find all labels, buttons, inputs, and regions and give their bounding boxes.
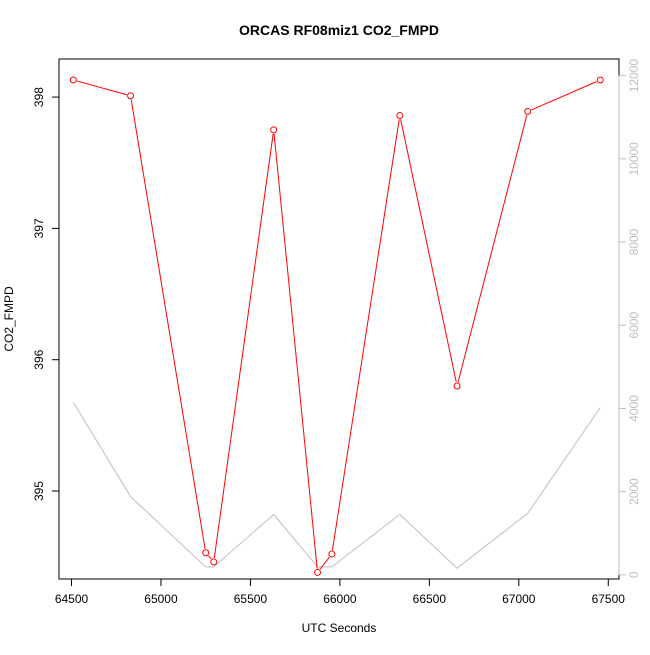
x-tick-label: 67000 xyxy=(502,592,536,606)
data-point-left xyxy=(202,549,210,557)
x-tick-label: 66000 xyxy=(323,592,357,606)
series-segment-left xyxy=(273,133,318,569)
data-point-left xyxy=(396,111,404,119)
data-point-left xyxy=(127,92,135,100)
series-line-right xyxy=(72,401,601,569)
y-left-tick-label: 395 xyxy=(32,481,46,501)
series-segment-left xyxy=(213,133,274,559)
y-axis-right: 0 2000 4000 6000 8000 10000 12000 xyxy=(618,59,641,578)
chart-title: ORCAS RF08miz1 CO2_FMPD xyxy=(239,22,439,38)
data-point-left xyxy=(314,568,322,576)
y-right-tick-label: 8000 xyxy=(627,228,641,255)
series-segment-left xyxy=(331,119,400,551)
series-segment-left xyxy=(457,115,528,383)
series-segment-left xyxy=(207,555,212,560)
x-tick-label: 64500 xyxy=(55,592,89,606)
series-segment-left xyxy=(130,99,206,549)
y-right-tick-label: 0 xyxy=(627,571,641,578)
y-left-tick-label: 398 xyxy=(32,87,46,107)
data-point-left xyxy=(69,76,77,84)
y-right-tick-label: 12000 xyxy=(627,59,641,93)
y-right-tick-label: 4000 xyxy=(627,395,641,422)
series-segment-left xyxy=(77,80,127,96)
data-point-left xyxy=(453,382,461,390)
x-tick-label: 65500 xyxy=(234,592,268,606)
data-point-left xyxy=(596,76,604,84)
series-segment-left xyxy=(400,119,457,383)
y-right-tick-label: 6000 xyxy=(627,312,641,339)
data-point-left xyxy=(524,108,532,116)
x-tick-label: 66500 xyxy=(413,592,447,606)
y-right-tick-label: 10000 xyxy=(627,142,641,176)
series-layer xyxy=(69,76,604,576)
series-segment-left xyxy=(319,556,330,570)
y-left-tick-label: 397 xyxy=(32,218,46,238)
x-axis: 64500 65000 65500 66000 66500 67000 67500 xyxy=(55,578,626,606)
data-point-left xyxy=(328,550,336,558)
x-tick-label: 65000 xyxy=(144,592,178,606)
data-point-left xyxy=(270,126,278,134)
y-axis-label: CO2_FMPD xyxy=(2,286,16,352)
y-axis-left: 395 396 397 398 xyxy=(32,87,60,501)
series-segment-left xyxy=(531,81,597,111)
x-tick-label: 67500 xyxy=(592,592,626,606)
data-point-left xyxy=(210,558,218,566)
x-axis-label: UTC Seconds xyxy=(302,621,377,635)
y-left-tick-label: 396 xyxy=(32,349,46,369)
y-right-tick-label: 2000 xyxy=(627,478,641,505)
